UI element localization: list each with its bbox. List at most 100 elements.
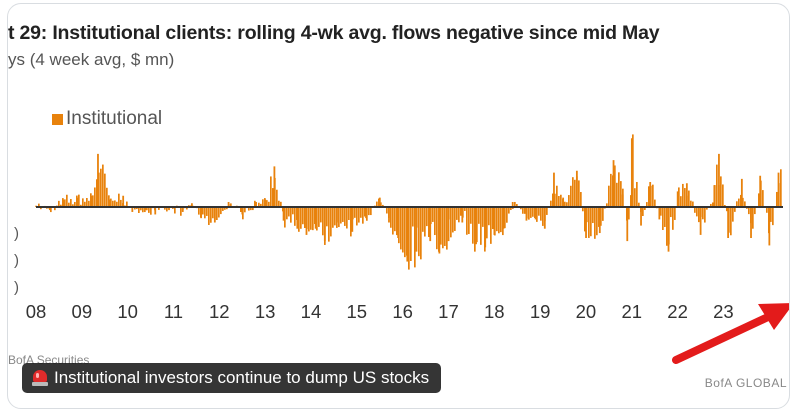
flow-bar bbox=[316, 207, 318, 231]
flow-bar bbox=[354, 207, 356, 218]
x-tick-label: 10 bbox=[117, 301, 138, 322]
flow-bar bbox=[452, 207, 454, 233]
flow-bar bbox=[334, 207, 336, 226]
flow-bar bbox=[486, 207, 488, 239]
annotation-arrowhead bbox=[758, 303, 789, 330]
flow-bar bbox=[630, 138, 633, 207]
x-tick-label: 13 bbox=[255, 301, 276, 322]
flow-bar bbox=[102, 164, 104, 207]
flow-bar bbox=[736, 201, 738, 207]
flow-bar bbox=[672, 207, 674, 230]
flow-bar bbox=[712, 202, 714, 207]
flow-bar bbox=[302, 207, 304, 225]
flow-bar bbox=[402, 207, 404, 253]
flow-bar bbox=[674, 207, 676, 220]
flow-bar bbox=[100, 168, 102, 207]
flow-bar bbox=[406, 207, 409, 262]
flow-bar bbox=[84, 201, 86, 207]
x-tick-label: 08 bbox=[26, 301, 47, 322]
x-tick-label: 12 bbox=[209, 301, 230, 322]
flow-bar bbox=[432, 207, 434, 222]
flow-bar bbox=[660, 207, 662, 216]
flow-bar bbox=[244, 207, 246, 213]
flow-bar bbox=[558, 196, 560, 207]
x-tick-label: 09 bbox=[72, 301, 93, 322]
flow-bar bbox=[664, 207, 666, 227]
flow-bar bbox=[326, 207, 328, 227]
flow-bar bbox=[396, 207, 398, 236]
flow-bar bbox=[482, 207, 484, 227]
flow-bar bbox=[724, 204, 726, 207]
flow-bar bbox=[318, 207, 320, 227]
flow-bar bbox=[350, 207, 352, 237]
flow-bar bbox=[680, 196, 682, 207]
flow-bar bbox=[694, 207, 696, 213]
flow-bar bbox=[104, 173, 106, 207]
flow-bar bbox=[264, 199, 267, 207]
flow-bar bbox=[241, 207, 244, 215]
tweet-image-card[interactable]: t 29: Institutional clients: rolling 4-w… bbox=[7, 3, 790, 409]
flow-bar bbox=[62, 199, 65, 207]
flow-bar bbox=[392, 207, 394, 235]
flow-bar bbox=[191, 203, 193, 207]
flow-bar bbox=[640, 207, 642, 226]
flow-bar bbox=[400, 207, 402, 250]
flow-bar bbox=[364, 207, 366, 217]
flow-bar bbox=[308, 207, 310, 232]
flow-bar bbox=[112, 200, 114, 207]
flow-bar bbox=[496, 207, 498, 232]
flow-bar bbox=[460, 207, 462, 216]
flow-bar bbox=[224, 207, 226, 210]
flow-bar bbox=[454, 207, 456, 231]
clipped-axis-label: ) bbox=[14, 279, 19, 296]
flow-bar bbox=[636, 181, 638, 207]
flow-bar bbox=[110, 198, 112, 207]
flow-bar bbox=[154, 207, 157, 215]
flow-bar bbox=[213, 207, 216, 223]
flow-bar bbox=[594, 207, 596, 239]
flow-bar bbox=[616, 182, 618, 207]
flow-bar bbox=[740, 194, 742, 207]
flow-bar bbox=[508, 207, 510, 214]
flow-bar bbox=[273, 166, 276, 207]
flow-bar bbox=[360, 207, 362, 218]
flow-bar bbox=[470, 207, 472, 224]
flow-bar bbox=[118, 193, 120, 207]
flow-bar bbox=[678, 187, 680, 207]
flow-bar bbox=[60, 204, 62, 207]
clipped-axis-label: ) bbox=[14, 225, 19, 242]
flow-bar bbox=[568, 195, 570, 207]
flow-bar bbox=[220, 207, 222, 215]
flow-bar bbox=[588, 207, 590, 238]
flow-bar bbox=[688, 190, 690, 207]
flow-bar bbox=[212, 207, 214, 219]
flow-bar bbox=[492, 207, 494, 230]
flow-bar bbox=[397, 207, 400, 238]
flow-bar bbox=[140, 207, 142, 211]
flow-bar bbox=[718, 153, 720, 207]
flow-bar bbox=[48, 207, 51, 211]
flow-bar bbox=[530, 207, 532, 218]
x-tick-label: 19 bbox=[530, 301, 551, 322]
flow-bar bbox=[564, 201, 566, 207]
flow-bar bbox=[356, 207, 358, 226]
flow-bar bbox=[284, 207, 286, 228]
flow-bar bbox=[546, 207, 548, 215]
flow-bar bbox=[488, 207, 490, 226]
flow-bar bbox=[456, 207, 458, 220]
flow-bar bbox=[442, 207, 444, 249]
flow-bar bbox=[752, 207, 754, 229]
flow-bar bbox=[222, 207, 224, 211]
flow-bar bbox=[772, 207, 774, 226]
flow-bar bbox=[198, 207, 200, 215]
x-tick-label: 23 bbox=[713, 301, 734, 322]
flow-bar bbox=[438, 207, 441, 254]
flow-bar bbox=[654, 199, 656, 207]
flow-bar bbox=[570, 185, 572, 207]
x-tick-label: 15 bbox=[347, 301, 368, 322]
flow-bar bbox=[250, 207, 252, 211]
flow-bar bbox=[574, 179, 576, 207]
flow-bar bbox=[560, 194, 562, 207]
flow-bar bbox=[186, 207, 188, 210]
flow-bar bbox=[646, 202, 648, 207]
